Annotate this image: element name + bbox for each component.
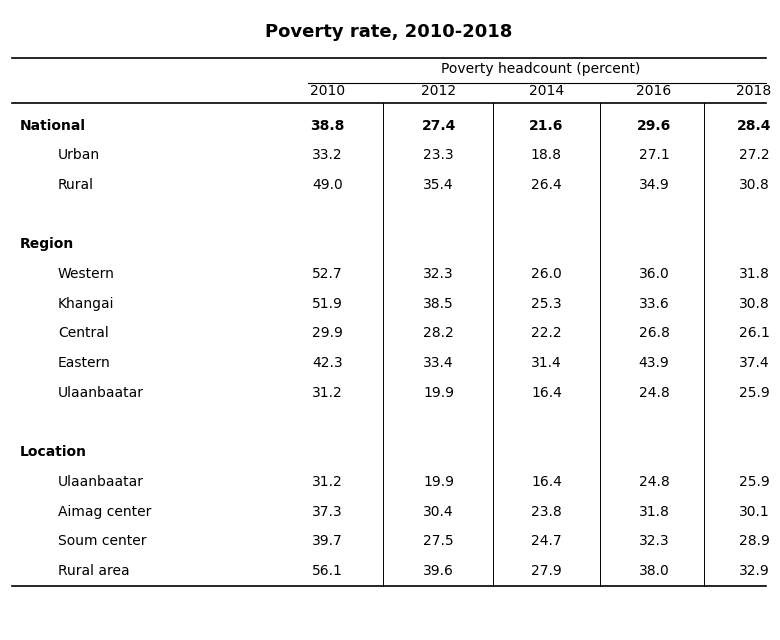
Text: 32.9: 32.9 [739, 564, 769, 578]
Text: 2016: 2016 [636, 84, 672, 99]
Text: 19.9: 19.9 [424, 386, 454, 400]
Text: 19.9: 19.9 [424, 475, 454, 489]
Text: 26.0: 26.0 [531, 267, 562, 281]
Text: 30.1: 30.1 [739, 504, 769, 518]
Text: 25.9: 25.9 [739, 386, 769, 400]
Text: 25.3: 25.3 [531, 297, 562, 311]
Text: Eastern: Eastern [58, 356, 111, 370]
Text: 37.4: 37.4 [739, 356, 769, 370]
Text: 31.4: 31.4 [531, 356, 562, 370]
Text: 28.2: 28.2 [424, 326, 454, 340]
Text: 51.9: 51.9 [312, 297, 342, 311]
Text: Aimag center: Aimag center [58, 504, 151, 518]
Text: 38.8: 38.8 [310, 118, 345, 132]
Text: 24.8: 24.8 [639, 475, 669, 489]
Text: 30.8: 30.8 [739, 297, 769, 311]
Text: 32.3: 32.3 [424, 267, 454, 281]
Text: 29.9: 29.9 [312, 326, 342, 340]
Text: 49.0: 49.0 [312, 178, 342, 192]
Text: 27.1: 27.1 [639, 148, 669, 163]
Text: 38.5: 38.5 [424, 297, 454, 311]
Text: 2010: 2010 [310, 84, 345, 99]
Text: 30.8: 30.8 [739, 178, 769, 192]
Text: Khangai: Khangai [58, 297, 115, 311]
Text: 31.8: 31.8 [639, 504, 669, 518]
Text: 33.6: 33.6 [639, 297, 669, 311]
Text: 31.8: 31.8 [739, 267, 770, 281]
Text: 42.3: 42.3 [312, 356, 342, 370]
Text: 22.2: 22.2 [531, 326, 562, 340]
Text: 31.2: 31.2 [312, 475, 342, 489]
Text: Central: Central [58, 326, 108, 340]
Text: 28.4: 28.4 [737, 118, 771, 132]
Text: 30.4: 30.4 [424, 504, 454, 518]
Text: Soum center: Soum center [58, 534, 147, 548]
Text: 31.2: 31.2 [312, 386, 342, 400]
Text: 28.9: 28.9 [739, 534, 770, 548]
Text: Rural area: Rural area [58, 564, 129, 578]
Text: 37.3: 37.3 [312, 504, 342, 518]
Text: 27.2: 27.2 [739, 148, 769, 163]
Text: 38.0: 38.0 [639, 564, 669, 578]
Text: 39.7: 39.7 [312, 534, 342, 548]
Text: 36.0: 36.0 [639, 267, 669, 281]
Text: Poverty headcount (percent): Poverty headcount (percent) [441, 61, 640, 76]
Text: 27.4: 27.4 [421, 118, 456, 132]
Text: 26.1: 26.1 [739, 326, 770, 340]
Text: 43.9: 43.9 [639, 356, 669, 370]
Text: 24.7: 24.7 [531, 534, 562, 548]
Text: Western: Western [58, 267, 115, 281]
Text: 29.6: 29.6 [637, 118, 672, 132]
Text: Location: Location [20, 445, 87, 459]
Text: 23.8: 23.8 [531, 504, 562, 518]
Text: Ulaanbaatar: Ulaanbaatar [58, 475, 144, 489]
Text: 2012: 2012 [421, 84, 456, 99]
Text: 2018: 2018 [736, 84, 771, 99]
Text: 33.4: 33.4 [424, 356, 454, 370]
Text: 27.9: 27.9 [531, 564, 562, 578]
Text: National: National [20, 118, 86, 132]
Text: 32.3: 32.3 [639, 534, 669, 548]
Text: 52.7: 52.7 [312, 267, 342, 281]
Text: 23.3: 23.3 [424, 148, 454, 163]
Text: Urban: Urban [58, 148, 100, 163]
Text: 21.6: 21.6 [530, 118, 564, 132]
Text: Ulaanbaatar: Ulaanbaatar [58, 386, 144, 400]
Text: 25.9: 25.9 [739, 475, 769, 489]
Text: 39.6: 39.6 [424, 564, 454, 578]
Text: Region: Region [20, 237, 74, 252]
Text: 34.9: 34.9 [639, 178, 669, 192]
Text: 56.1: 56.1 [312, 564, 342, 578]
Text: 18.8: 18.8 [531, 148, 562, 163]
Text: 24.8: 24.8 [639, 386, 669, 400]
Text: 35.4: 35.4 [424, 178, 454, 192]
Text: 2014: 2014 [529, 84, 564, 99]
Text: 26.4: 26.4 [531, 178, 562, 192]
Text: 16.4: 16.4 [531, 475, 562, 489]
Text: 26.8: 26.8 [639, 326, 669, 340]
Text: 16.4: 16.4 [531, 386, 562, 400]
Text: Rural: Rural [58, 178, 94, 192]
Text: Poverty rate, 2010-2018: Poverty rate, 2010-2018 [265, 23, 512, 41]
Text: 27.5: 27.5 [424, 534, 454, 548]
Text: 33.2: 33.2 [312, 148, 342, 163]
